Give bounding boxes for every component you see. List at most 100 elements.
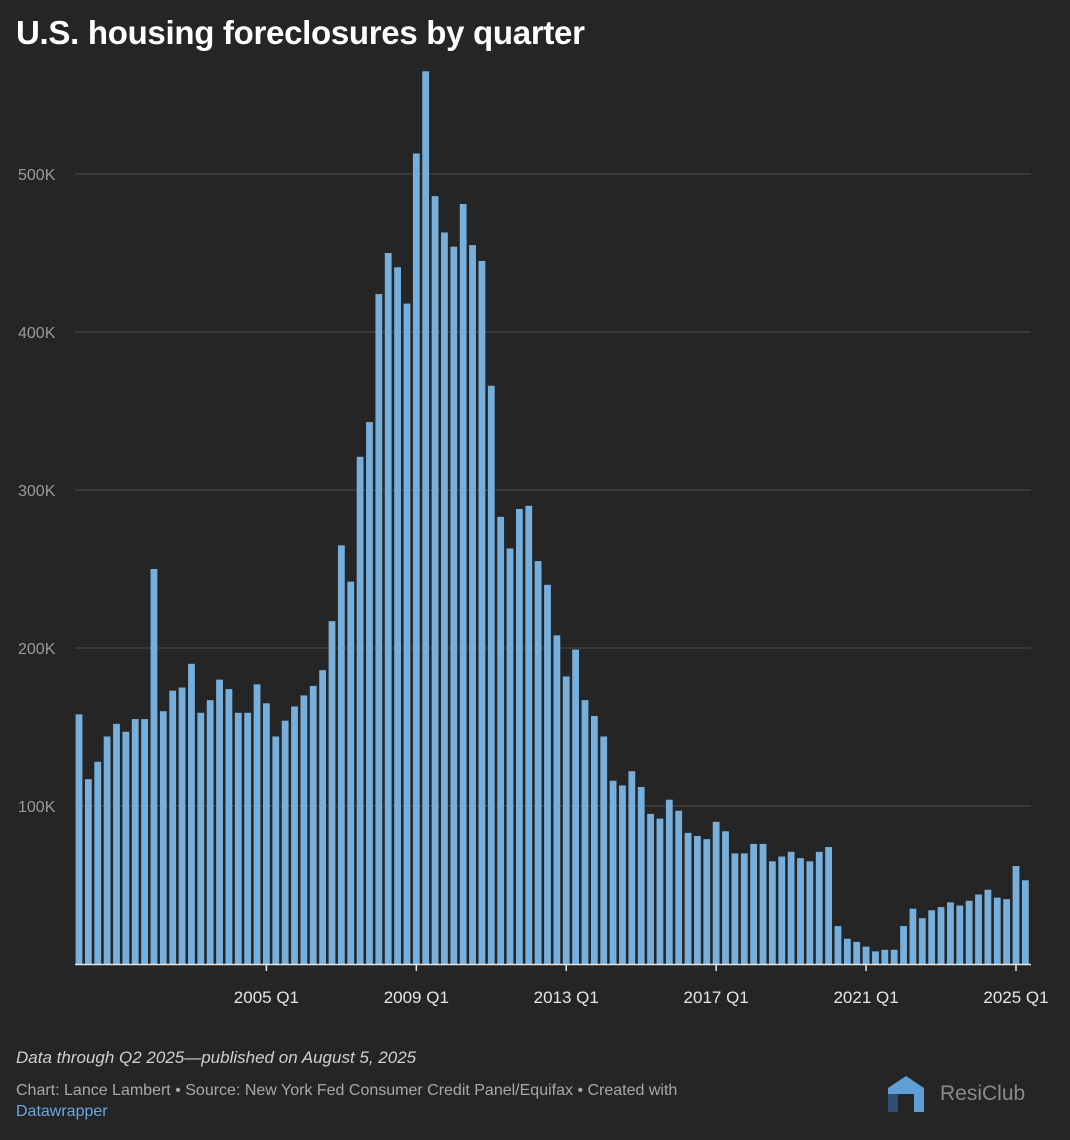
- bar: [469, 245, 476, 965]
- bar: [562, 676, 570, 964]
- bar: [609, 780, 617, 964]
- resiclub-logo-mark: [888, 1076, 924, 1112]
- bar: [412, 153, 420, 964]
- bar: [722, 831, 729, 964]
- bar: [216, 679, 223, 964]
- x-axis-labels: 2005 Q1 2009 Q1 2013 Q1 2017 Q1 2021 Q1 2025 …: [234, 964, 1049, 1007]
- x-tick-label: 2013 Q1: [534, 988, 599, 1007]
- bar: [347, 581, 355, 964]
- bar: [1012, 866, 1020, 964]
- bar: [956, 905, 964, 964]
- bar: [740, 853, 748, 964]
- bar: [909, 908, 917, 964]
- data-note: Data through Q2 2025—published on August…: [16, 1048, 417, 1067]
- bar: [778, 856, 786, 964]
- bar: [759, 843, 767, 964]
- y-tick-label: 300K: [18, 483, 56, 500]
- bar: [103, 736, 111, 964]
- credit-text: Chart: Lance Lambert • Source: New York …: [16, 1082, 678, 1099]
- bar: [843, 938, 851, 964]
- datawrapper-link[interactable]: Datawrapper: [16, 1103, 108, 1120]
- bar: [122, 731, 130, 964]
- bar: [553, 635, 561, 964]
- bar: [515, 508, 523, 964]
- bar: [281, 720, 289, 964]
- bar: [572, 649, 580, 964]
- resiclub-logo: ResiClub: [884, 1074, 1025, 1114]
- bar: [1021, 880, 1029, 964]
- bar: [450, 246, 458, 964]
- x-tick-label: 2009 Q1: [384, 988, 449, 1007]
- bar: [263, 703, 270, 964]
- bar: [188, 663, 195, 964]
- bar: [441, 232, 448, 964]
- bar: [937, 907, 945, 964]
- bar: [197, 712, 205, 964]
- bar: [225, 689, 233, 964]
- bar: [984, 889, 992, 964]
- bar: [497, 516, 505, 964]
- bar: [928, 910, 936, 964]
- bar: [534, 561, 542, 964]
- bar: [291, 706, 298, 964]
- bar: [206, 700, 214, 964]
- bar: [975, 894, 982, 964]
- bar: [150, 569, 158, 964]
- y-tick-label: 500K: [18, 167, 56, 184]
- bar: [1003, 899, 1011, 964]
- bar: [768, 861, 776, 964]
- bar: [366, 422, 373, 964]
- bar: [694, 836, 701, 964]
- bar: [787, 851, 795, 964]
- chart-title: U.S. housing foreclosures by quarter: [16, 14, 585, 51]
- bar: [403, 303, 411, 964]
- bar: [993, 897, 1001, 964]
- bar: [853, 941, 861, 964]
- bar: [665, 799, 673, 964]
- bar: [253, 684, 261, 964]
- bar: [422, 71, 430, 965]
- bar: [309, 685, 317, 964]
- bar: [619, 785, 626, 964]
- bar: [94, 761, 102, 964]
- bar: [159, 711, 167, 964]
- x-tick-label: 2005 Q1: [234, 988, 299, 1007]
- bar: [590, 715, 598, 964]
- bar: [834, 926, 842, 964]
- bar: [337, 545, 345, 964]
- bar: [628, 771, 636, 964]
- y-axis-labels: 100K 200K 300K 400K 500K: [18, 167, 56, 816]
- bar: [75, 714, 83, 964]
- bar: [862, 946, 870, 964]
- bar: [178, 687, 186, 964]
- bar: [384, 253, 392, 964]
- bar: [300, 695, 308, 964]
- bar: [815, 851, 823, 964]
- bar: [356, 456, 364, 964]
- bar: [965, 900, 973, 964]
- bar: [647, 813, 654, 964]
- y-tick-label: 200K: [18, 641, 56, 658]
- bar: [656, 818, 664, 964]
- bar: [637, 787, 645, 964]
- bar: [478, 260, 486, 964]
- bar: [113, 723, 120, 964]
- bar: [806, 861, 814, 964]
- bar: [712, 821, 720, 964]
- bar: [272, 736, 280, 964]
- y-tick-label: 100K: [18, 799, 56, 816]
- bar: [244, 712, 252, 964]
- x-tick-label: 2025 Q1: [983, 988, 1048, 1007]
- bar: [947, 902, 954, 964]
- bar: [234, 712, 242, 964]
- bar: [487, 385, 495, 965]
- bar: [684, 832, 692, 964]
- bar: [675, 810, 683, 964]
- bar: [890, 949, 898, 964]
- bar: [141, 719, 148, 964]
- gridlines: [75, 173, 1031, 807]
- bar: [881, 949, 889, 964]
- bar: [900, 926, 907, 964]
- logo-text: ResiClub: [940, 1082, 1026, 1105]
